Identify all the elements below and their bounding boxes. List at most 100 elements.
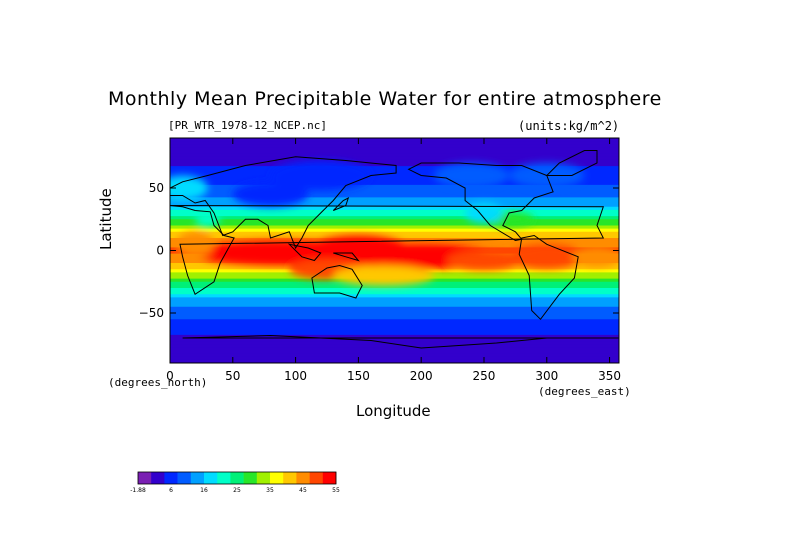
coastline (287, 243, 322, 262)
colorbar-frame (137, 471, 337, 485)
band (170, 222, 619, 227)
anomaly-blob (232, 181, 309, 207)
band (170, 175, 619, 180)
band (170, 159, 619, 164)
colorbar-label: 55 (332, 487, 340, 494)
colorbar-swatch (164, 472, 178, 484)
band (170, 197, 619, 202)
band (170, 347, 619, 352)
band (170, 319, 619, 323)
band (170, 206, 619, 211)
colorbar-label: -1.88 (130, 487, 146, 494)
band (170, 147, 619, 152)
colorbar-swatch (270, 472, 284, 484)
band (170, 316, 619, 320)
band (170, 328, 619, 333)
x-axis-ticks: 0 50 100 150 200 250 300 350 (166, 138, 621, 383)
colorbar-swatch (204, 472, 218, 484)
band (170, 209, 619, 214)
band (170, 219, 619, 223)
coastline (170, 205, 605, 296)
colorbar-swatch (296, 472, 310, 484)
band (170, 228, 619, 233)
x-tick-label: 50 (225, 369, 240, 383)
coastline (311, 264, 363, 299)
colorbar-label: 45 (299, 487, 307, 494)
colorbar-label: 25 (233, 487, 241, 494)
colorbar-label: 6 (169, 487, 173, 494)
band (170, 213, 619, 217)
band (170, 344, 619, 348)
anomaly-blob (195, 211, 221, 227)
precipitable-water-field (170, 138, 619, 363)
coastline (545, 150, 598, 176)
band (170, 138, 619, 142)
band (170, 341, 619, 345)
colorbar: -1.88 6 16 25 35 45 55 (130, 471, 340, 494)
regional-anomalies (170, 160, 619, 286)
band (170, 184, 619, 189)
y-tick-label: 50 (149, 181, 164, 195)
colorbar-swatch (151, 472, 165, 484)
x-axis-label: Longitude (356, 402, 431, 420)
band (170, 322, 619, 327)
y-tick-label: −50 (139, 306, 164, 320)
band (170, 350, 619, 355)
band (170, 238, 619, 242)
colorbar-swatch (256, 472, 271, 484)
band (170, 303, 619, 308)
band (170, 325, 619, 330)
coastline (332, 197, 350, 211)
band (170, 188, 619, 192)
band (170, 150, 619, 155)
file-label: [PR_WTR_1978-12_NCEP.nc] (168, 119, 327, 132)
band (170, 359, 619, 363)
band (170, 203, 619, 208)
x-tick-label: 300 (535, 369, 558, 383)
band (170, 231, 619, 236)
colorbar-swatch (243, 472, 258, 484)
band (170, 156, 619, 161)
band (170, 338, 619, 342)
x-tick-label: 100 (284, 369, 307, 383)
coastline (333, 252, 360, 262)
y-tick-label: 0 (156, 244, 164, 258)
band (170, 291, 619, 295)
coastline (182, 334, 619, 349)
colorbar-swatch (322, 472, 337, 484)
anomaly-blob (433, 163, 510, 188)
colorbar-swatch (177, 472, 192, 484)
band (170, 225, 619, 230)
anomaly-blob (170, 175, 208, 201)
band (170, 331, 619, 336)
colorbar-label: 16 (200, 487, 208, 494)
colorbar-swatch (283, 472, 297, 484)
x-tick-label: 150 (347, 369, 370, 383)
band (170, 169, 619, 173)
band (170, 297, 619, 302)
band (170, 153, 619, 158)
coastline-outlines (170, 150, 619, 349)
anomaly-blob (333, 265, 434, 286)
band (170, 284, 619, 289)
band (170, 288, 619, 292)
band (170, 356, 619, 361)
band (170, 141, 619, 145)
colorbar-swatch (309, 472, 324, 484)
x-tick-label: 250 (473, 369, 496, 383)
band (170, 172, 619, 177)
colorbar-label: 35 (266, 487, 274, 494)
band (170, 294, 619, 298)
band (170, 334, 619, 339)
colorbar-swatch (138, 472, 152, 484)
band (170, 200, 619, 205)
band (170, 144, 619, 148)
coastline (407, 162, 554, 242)
band (170, 191, 619, 195)
anomaly-blob (446, 250, 522, 271)
anomaly-blob (270, 160, 371, 191)
x-unit-label: (degrees_east) (538, 385, 631, 398)
units-label: (units:kg/m^2) (518, 119, 620, 133)
band (170, 313, 619, 317)
